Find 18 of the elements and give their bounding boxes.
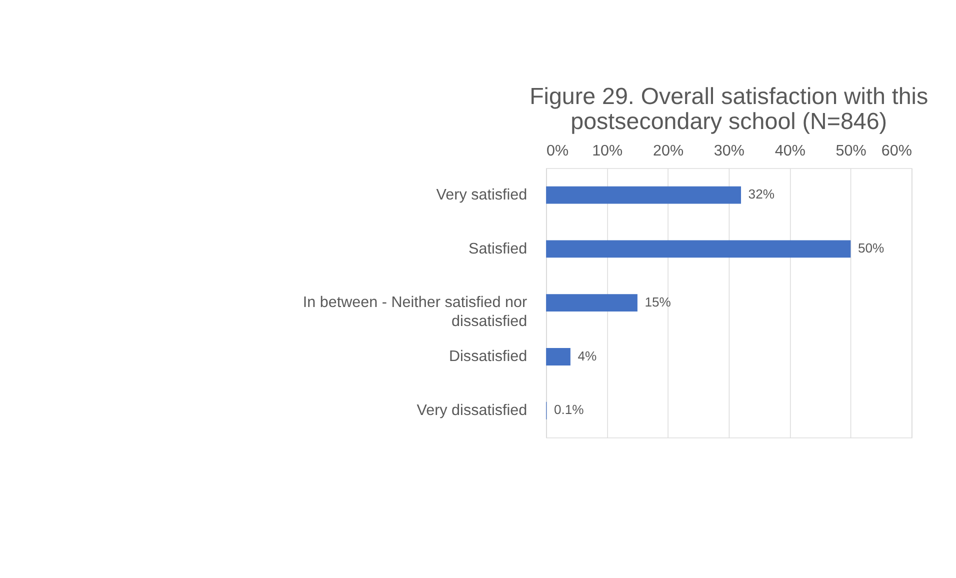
x-tick-label: 10% <box>592 142 624 160</box>
x-tick-label: 60% <box>881 142 912 160</box>
y-tick-label: Dissatisfied <box>449 348 528 366</box>
y-tick-label: Satisfied <box>468 240 528 258</box>
data-label: 0.1% <box>554 402 584 418</box>
y-tick-label: Very satisfied <box>436 186 528 204</box>
x-tick-label: 50% <box>836 142 867 160</box>
x-tick-label: 40% <box>774 142 806 160</box>
data-label: 50% <box>858 240 885 256</box>
data-label: 4% <box>578 348 598 364</box>
x-tick-label: 0% <box>546 142 569 160</box>
chart-title: Figure 29. Overall satisfaction with this postsecondary school (N=846) <box>530 83 928 134</box>
data-label: 32% <box>748 186 775 202</box>
x-tick-label: 30% <box>714 142 745 160</box>
y-tick-label: In between - Neither satisfied nor dissatisfied <box>302 294 528 330</box>
y-tick-label: Very dissatisfied <box>416 402 528 419</box>
x-tick-label: 20% <box>652 142 684 160</box>
data-label: 15% <box>644 294 672 310</box>
